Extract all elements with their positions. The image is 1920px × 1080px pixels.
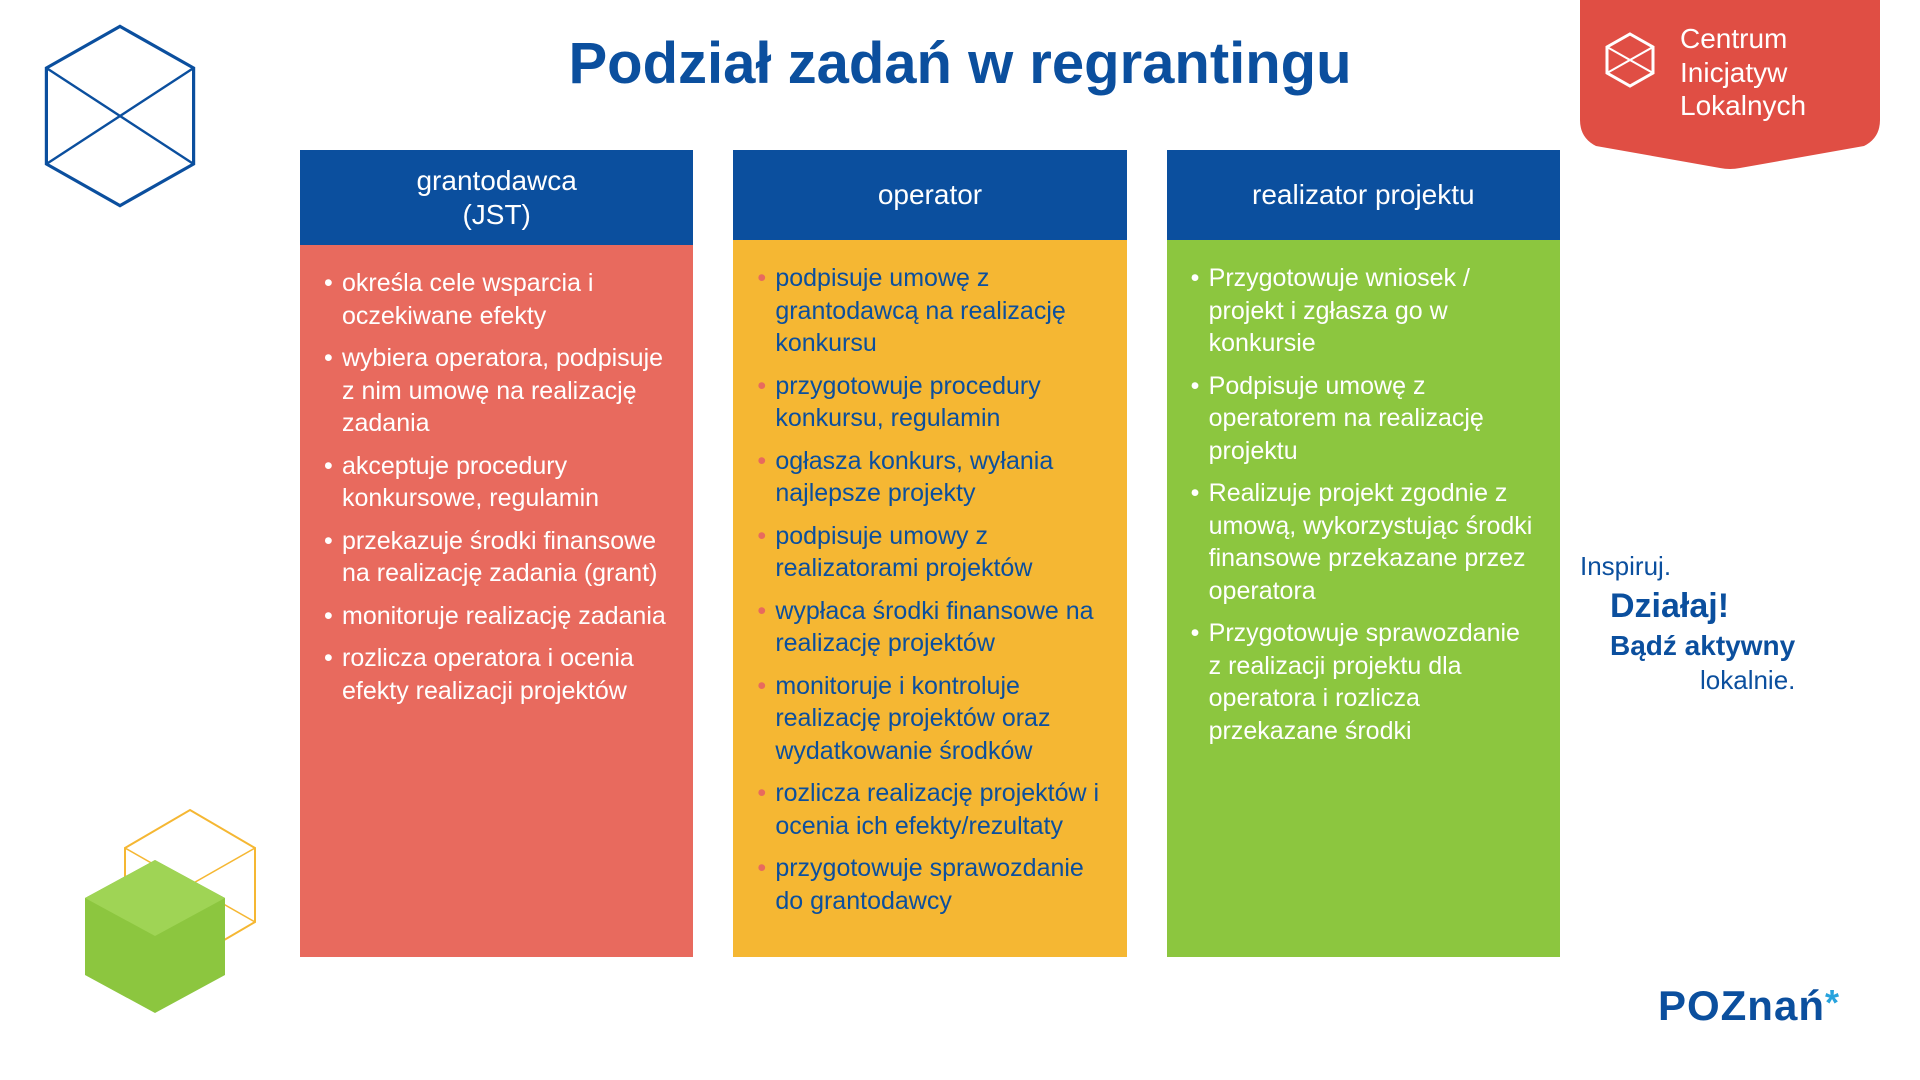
- poznan-text: POZnań: [1658, 982, 1825, 1029]
- column: operator podpisuje umowę z grantodawcą na…: [733, 150, 1126, 957]
- list-item: wypłaca środki finansowe na realizację p…: [757, 595, 1102, 660]
- column-header: operator: [733, 150, 1126, 240]
- column-body: określa cele wsparcia i oczekiwane efekt…: [300, 245, 693, 957]
- list-item: określa cele wsparcia i oczekiwane efekt…: [324, 267, 669, 332]
- list-item: Podpisuje umowę z operatorem na realizac…: [1191, 370, 1536, 468]
- cubes-decor-icon: [70, 800, 270, 1020]
- cil-badge: Centrum Inicjatyw Lokalnych: [1580, 0, 1880, 170]
- slogan-line: Bądź aktywny: [1580, 628, 1860, 664]
- list-item: monitoruje i kontroluje realizację proje…: [757, 670, 1102, 768]
- poznan-star-icon: *: [1825, 982, 1840, 1023]
- column-body: Przygotowuje wniosek / projekt i zgłasza…: [1167, 240, 1560, 957]
- column-header: grantodawca (JST): [300, 150, 693, 245]
- list-item: przekazuje środki finansowe na realizacj…: [324, 525, 669, 590]
- column: realizator projektu Przygotowuje wniosek …: [1167, 150, 1560, 957]
- columns-container: grantodawca (JST) określa cele wsparcia i…: [300, 150, 1560, 957]
- list-item: przygotowuje sprawozdanie do grantodawcy: [757, 852, 1102, 917]
- column-header: realizator projektu: [1167, 150, 1560, 240]
- list-item: wybiera operatora, podpisuje z nim umowę…: [324, 342, 669, 440]
- column-body: podpisuje umowę z grantodawcą na realiza…: [733, 240, 1126, 957]
- list-item: Przygotowuje wniosek / projekt i zgłasza…: [1191, 262, 1536, 360]
- list-item: przygotowuje procedury konkursu, regulam…: [757, 370, 1102, 435]
- slogan: Inspiruj. Działaj! Bądź aktywny lokalnie…: [1580, 550, 1860, 698]
- column: grantodawca (JST) określa cele wsparcia i…: [300, 150, 693, 957]
- badge-text: Centrum Inicjatyw Lokalnych: [1680, 22, 1806, 123]
- list-item: akceptuje procedury konkursowe, regulami…: [324, 450, 669, 515]
- list-item: rozlicza operatora i ocenia efekty reali…: [324, 642, 669, 707]
- poznan-logo: POZnań*: [1658, 982, 1840, 1030]
- cube-outline-icon: [40, 20, 200, 220]
- list-item: monitoruje realizację zadania: [324, 600, 669, 633]
- list-item: ogłasza konkurs, wyłania najlepsze proje…: [757, 445, 1102, 510]
- slogan-line: Inspiruj.: [1580, 550, 1860, 584]
- list-item: Przygotowuje sprawozdanie z realizacji p…: [1191, 617, 1536, 747]
- slogan-line: lokalnie.: [1580, 664, 1860, 698]
- list-item: podpisuje umowy z realizatorami projektó…: [757, 520, 1102, 585]
- list-item: rozlicza realizację projektów i ocenia i…: [757, 777, 1102, 842]
- list-item: podpisuje umowę z grantodawcą na realiza…: [757, 262, 1102, 360]
- slogan-line: Działaj!: [1580, 584, 1860, 628]
- list-item: Realizuje projekt zgodnie z umową, wykor…: [1191, 477, 1536, 607]
